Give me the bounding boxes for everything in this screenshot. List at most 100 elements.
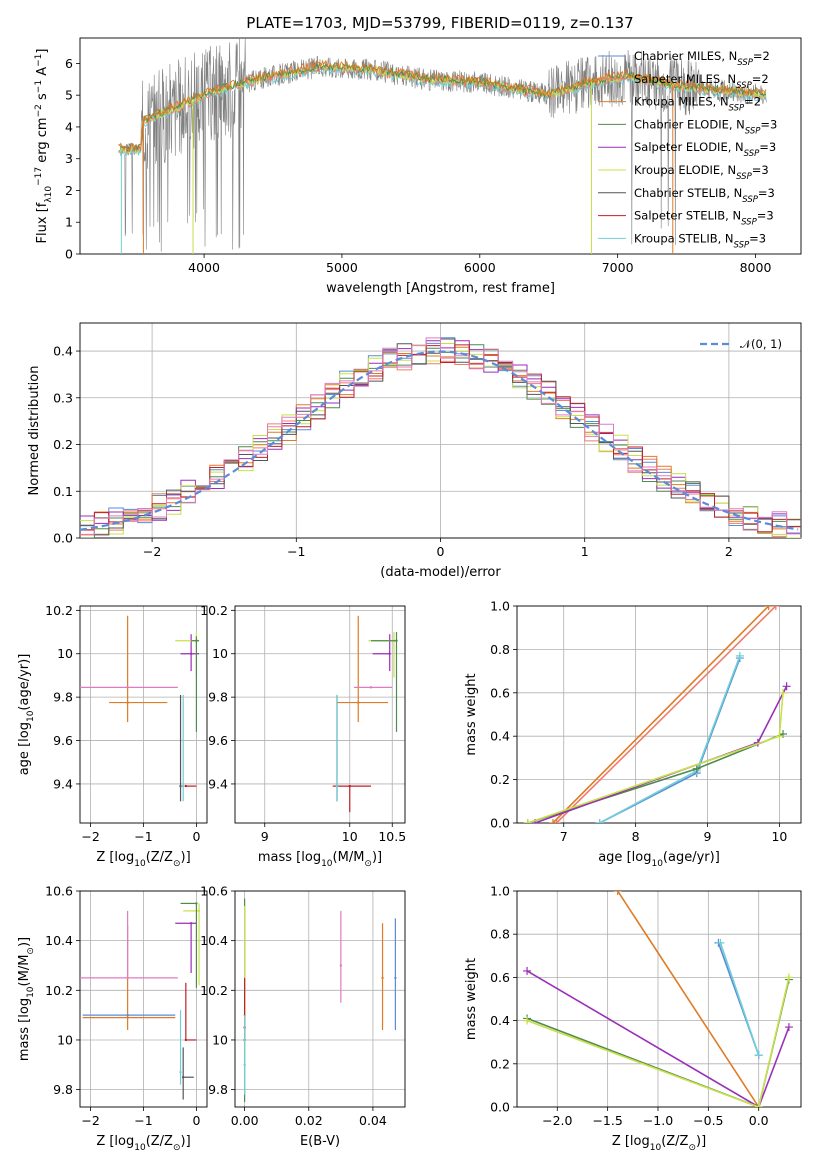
legend-label: Salpeter ELODIE, NSSP=3 xyxy=(634,140,776,159)
label-part: age [log xyxy=(598,850,651,865)
tick-label-x: 9 xyxy=(261,829,269,844)
weight-line xyxy=(617,891,760,1107)
tick-label-y: 0.0 xyxy=(490,1100,510,1115)
tick-label-y: 0.2 xyxy=(490,1056,510,1071)
tick-label-y: 9.8 xyxy=(53,690,73,705)
tick-label-y: 5 xyxy=(65,88,73,103)
tick-label-y: 9.8 xyxy=(53,1082,73,1097)
axes-frame xyxy=(79,890,208,1108)
tick-label-y: 10 xyxy=(212,1032,228,1047)
weight-marker xyxy=(595,819,604,823)
panel-residuals: −2 −1 0 1 2 0.0 0.1 0.2 0.3 0.4 (data-model)/error… xyxy=(27,322,802,580)
legend-name: Kroupa ELODIE, N xyxy=(634,163,736,177)
weight-line xyxy=(599,657,741,823)
x-axis-label: E(B-V) xyxy=(300,1134,340,1149)
label-part: 10 xyxy=(321,859,333,869)
axes-frame xyxy=(79,605,208,824)
tick-label-x: 6000 xyxy=(464,260,496,275)
tick-label-y: 10 xyxy=(212,646,228,661)
label-part: λ xyxy=(44,197,54,203)
data-point xyxy=(195,902,198,905)
tick-label-y: 1.0 xyxy=(490,884,510,899)
data-point xyxy=(126,1013,129,1017)
label-part: )] xyxy=(696,1134,706,1149)
tick-label-y: 2 xyxy=(65,183,73,198)
legend-tail: =3 xyxy=(758,186,775,200)
weight-marker xyxy=(523,966,532,975)
tick-label-y: 9.4 xyxy=(208,776,228,791)
weight-line xyxy=(526,977,790,1107)
tick-label-y: 10.6 xyxy=(200,884,228,899)
weight-marker xyxy=(754,1051,763,1060)
legend-name: Chabrier ELODIE, N xyxy=(634,117,745,131)
tick-label-x: 2 xyxy=(725,544,733,559)
weight-marker xyxy=(716,938,725,947)
weight-line xyxy=(555,606,777,823)
data-point xyxy=(381,976,384,980)
plot-area-residuals xyxy=(80,337,801,538)
x-axis-label: (data-model)/error xyxy=(380,565,501,580)
tick-label-x: 9 xyxy=(704,829,712,844)
label-part: mass [log xyxy=(17,998,32,1061)
data-point xyxy=(339,964,343,967)
tick-label-y: 0.8 xyxy=(490,927,510,942)
panel-spectrum: 4000 5000 6000 7000 8000 0 1 2 3 4 5 6 wavelength [A… xyxy=(34,37,802,296)
weight-marker xyxy=(784,1023,793,1032)
legend-tail: =3 xyxy=(760,117,777,131)
legend-sub: SSP xyxy=(729,104,745,114)
tick-label-y: 10.2 xyxy=(45,983,73,998)
legend-tail: =3 xyxy=(752,163,769,177)
label-part: 10 xyxy=(650,1143,662,1153)
data-point xyxy=(126,976,129,980)
panel-mass_vs_EBV: 0.00 0.02 0.04 9.8 10 10.2 10.4 10.6 E(B-V) xyxy=(200,884,406,1149)
data-point xyxy=(181,1076,185,1079)
tick-label-y: 10.2 xyxy=(200,983,228,998)
label-part: Z [log xyxy=(612,1134,650,1149)
tick-label-x: 7000 xyxy=(602,260,634,275)
label-part: )] xyxy=(181,1134,191,1149)
legend-tail: =3 xyxy=(749,231,766,245)
legend-label: Salpeter STELIB, NSSP=3 xyxy=(634,209,774,228)
label-part: −2 xyxy=(34,104,44,117)
tick-label-y: 10 xyxy=(57,1032,73,1047)
label-part: mass [log xyxy=(258,850,321,865)
tick-label-y: 9.8 xyxy=(208,690,228,705)
x-axis-label: age [log10(age/yr)] xyxy=(598,850,720,869)
label-part: ⊙ xyxy=(173,859,181,869)
axes-frame xyxy=(516,890,802,1108)
label-part: −1 xyxy=(34,54,44,67)
legend-sub: SSP xyxy=(734,240,750,250)
data-point xyxy=(394,976,397,980)
legend-name: Chabrier MILES, N xyxy=(634,49,737,63)
data-point xyxy=(388,652,391,655)
tick-label-x: 0 xyxy=(437,544,445,559)
tick-label-y: 0.4 xyxy=(490,729,510,744)
tick-label-y: 10.6 xyxy=(45,884,73,899)
label-part: ⊙ xyxy=(364,859,372,869)
data-point xyxy=(181,784,185,788)
x-axis-label: Z [log10(Z/Z⊙)] xyxy=(96,1134,190,1153)
tick-label-y: 1 xyxy=(65,215,73,230)
model-spectrum-line xyxy=(118,59,767,152)
tick-label-y: 0.4 xyxy=(490,1013,510,1028)
weight-marker xyxy=(779,688,788,697)
label-part: ⊙ xyxy=(688,1143,696,1153)
tick-label-x: 0 xyxy=(192,1113,200,1128)
tick-label-y: 6 xyxy=(65,56,73,71)
tick-label-x: 7 xyxy=(560,829,568,844)
label-part: age [log xyxy=(17,722,32,775)
plot-area-weight_vs_age xyxy=(523,606,791,823)
tick-label-x: 10 xyxy=(771,829,787,844)
legend-name: Salpeter ELODIE, N xyxy=(634,140,744,154)
data-point xyxy=(335,784,339,788)
plot-area-age_vs_Z xyxy=(80,615,200,802)
label-part: ⊙ xyxy=(26,947,36,955)
tick-label-x: 0.04 xyxy=(359,1113,387,1128)
legend-name: Chabrier STELIB, N xyxy=(634,186,742,200)
legend-sub: SSP xyxy=(737,58,753,68)
x-axis-label: Z [log10(Z/Z⊙)] xyxy=(612,1134,706,1153)
label-part: −1 xyxy=(34,80,44,93)
